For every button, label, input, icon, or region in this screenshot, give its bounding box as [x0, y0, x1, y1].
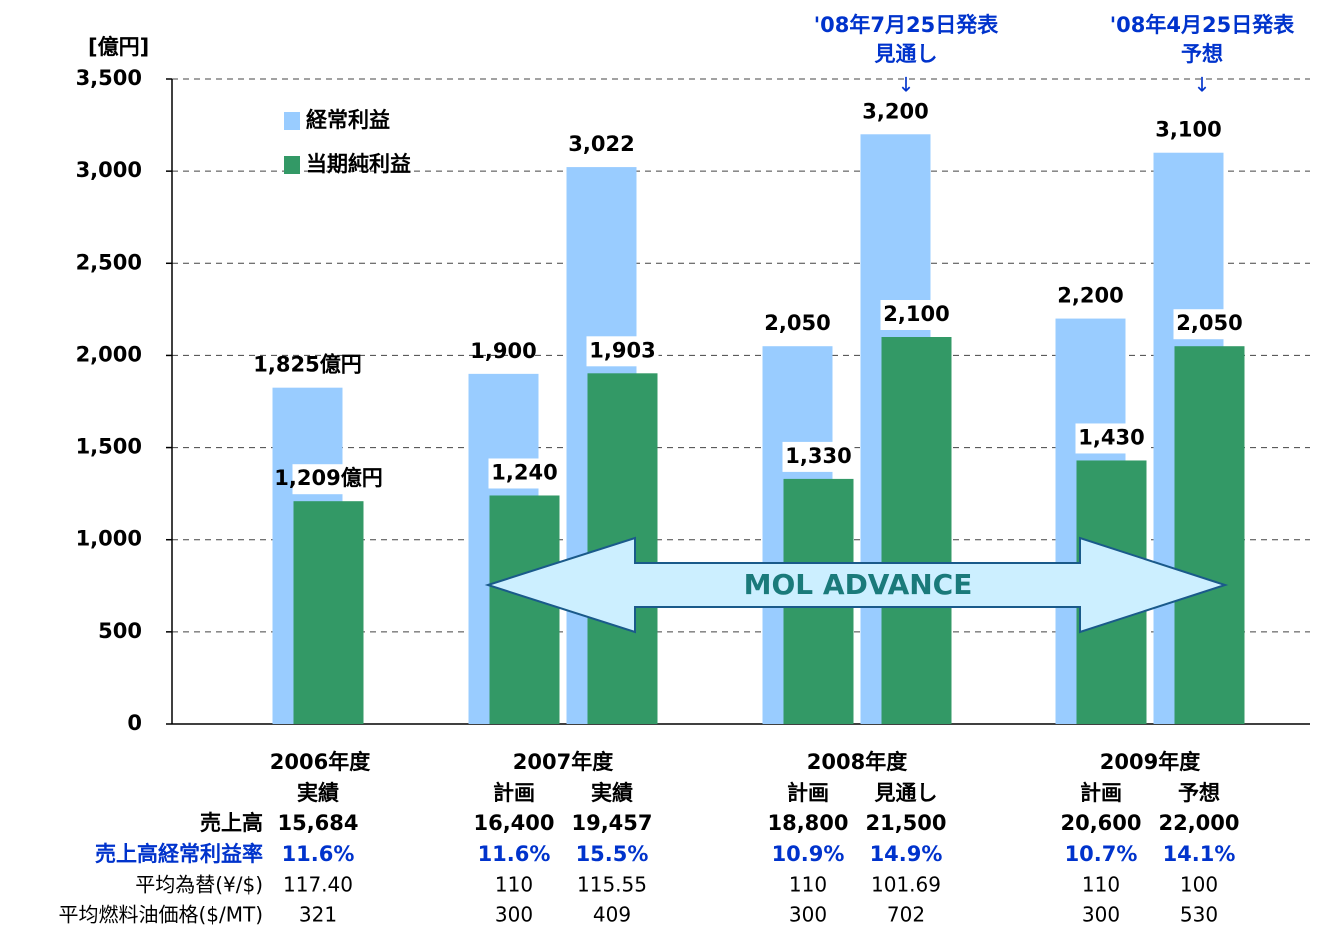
annotation: 予想	[1181, 42, 1223, 66]
data-label: 3,100	[1155, 118, 1221, 142]
table-cell: 100	[1180, 873, 1218, 897]
data-label: 1,903	[589, 338, 655, 362]
table-cell: 10.9%	[772, 842, 845, 866]
table-cell: 20,600	[1060, 811, 1141, 835]
y-tick-label: 0	[127, 711, 142, 735]
data-label: 1,209億円	[274, 466, 382, 490]
y-unit-label: [億円]	[88, 35, 149, 59]
row-label: 平均燃料油価格($/MT)	[58, 903, 263, 927]
label-background	[1075, 423, 1148, 454]
table-cell: 110	[789, 873, 827, 897]
annotation-arrow: ↓	[898, 73, 915, 97]
bar	[489, 495, 560, 724]
y-tick-label: 3,500	[76, 66, 142, 90]
table-cell: 110	[495, 873, 533, 897]
data-label: 2,050	[1176, 311, 1242, 335]
y-tick-label: 1,000	[76, 527, 142, 551]
table-cell: 15,684	[277, 811, 358, 835]
row-label: 売上高経常利益率	[95, 842, 263, 866]
annotation-arrow: ↓	[1194, 73, 1211, 97]
x-tick-label: 計画	[1080, 781, 1122, 805]
table-cell: 16,400	[473, 811, 554, 835]
data-label: 1,240	[491, 460, 557, 484]
table-cell: 115.55	[577, 873, 647, 897]
group-label: 2008年度	[807, 750, 907, 774]
data-label: 2,050	[764, 311, 830, 335]
table-cell: 300	[789, 903, 827, 927]
x-tick-label: 予想	[1178, 781, 1220, 805]
annotation: '08年7月25日発表	[814, 13, 999, 37]
bar	[881, 337, 952, 724]
data-label: 2,100	[883, 302, 949, 326]
table-cell: 101.69	[871, 873, 941, 897]
data-label: 1,430	[1078, 425, 1144, 449]
table-cell: 22,000	[1158, 811, 1239, 835]
annotation: '08年4月25日発表	[1110, 13, 1295, 37]
group-label: 2006年度	[270, 750, 370, 774]
x-tick-label: 計画	[493, 781, 535, 805]
data-label: 1,825億円	[253, 353, 361, 377]
data-label: 3,200	[862, 99, 928, 123]
y-tick-label: 500	[98, 619, 142, 643]
table-cell: 300	[1082, 903, 1120, 927]
table-cell: 15.5%	[576, 842, 649, 866]
data-label: 1,900	[470, 339, 536, 363]
table-cell: 21,500	[865, 811, 946, 835]
table-cell: 110	[1082, 873, 1120, 897]
banner-text: MOL ADVANCE	[744, 568, 973, 601]
x-tick-label: 計画	[787, 781, 829, 805]
table-cell: 530	[1180, 903, 1218, 927]
table-cell: 117.40	[283, 873, 353, 897]
legend-swatch	[284, 156, 300, 174]
legend-swatch	[284, 112, 300, 130]
table-cell: 409	[593, 903, 631, 927]
legend-label: 当期純利益	[306, 152, 411, 176]
label-background	[782, 441, 855, 472]
row-label: 売上高	[200, 811, 263, 835]
data-label: 1,330	[785, 444, 851, 468]
table-cell: 14.9%	[870, 842, 943, 866]
banner-arrow: MOL ADVANCE	[484, 536, 1229, 634]
row-label: 平均為替(¥/$)	[135, 873, 263, 897]
x-tick-label: 見通し	[875, 781, 938, 805]
table-cell: 11.6%	[478, 842, 551, 866]
label-background	[292, 464, 365, 495]
y-tick-label: 3,000	[76, 158, 142, 182]
data-label: 2,200	[1057, 284, 1123, 308]
y-tick-label: 2,500	[76, 250, 142, 274]
y-tick-label: 1,500	[76, 435, 142, 459]
bar	[1174, 346, 1245, 724]
bar	[293, 501, 364, 724]
x-tick-label: 実績	[591, 781, 633, 805]
group-label: 2009年度	[1100, 750, 1200, 774]
label-background	[1173, 309, 1246, 340]
arrow-shape	[484, 536, 1229, 634]
legend-label: 経常利益	[306, 108, 390, 132]
label-background	[488, 458, 561, 489]
table-cell: 18,800	[767, 811, 848, 835]
table-cell: 19,457	[571, 811, 652, 835]
annotation: 見通し	[875, 42, 938, 66]
label-background	[586, 336, 659, 367]
table-cell: 702	[887, 903, 925, 927]
table-cell: 321	[299, 903, 337, 927]
label-background	[880, 300, 953, 330]
data-label: 3,022	[568, 132, 634, 156]
group-label: 2007年度	[513, 750, 613, 774]
table-cell: 11.6%	[282, 842, 355, 866]
x-tick-label: 実績	[297, 781, 339, 805]
y-tick-label: 2,000	[76, 342, 142, 366]
table-cell: 14.1%	[1163, 842, 1236, 866]
table-cell: 10.7%	[1065, 842, 1138, 866]
table-cell: 300	[495, 903, 533, 927]
